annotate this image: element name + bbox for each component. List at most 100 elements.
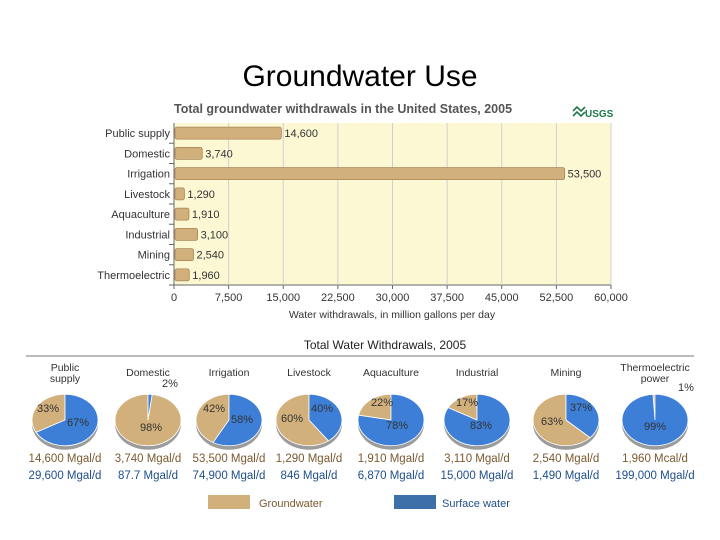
pie-groundwater-mgal: 3,740 Mgal/d: [115, 453, 182, 465]
pie-surface-water-mgal: 87.7 Mgal/d: [118, 470, 178, 482]
bar-category-label: Thermoelectric: [97, 270, 170, 282]
pie-name-label: supply: [50, 373, 81, 385]
bar-value-label: 3,100: [201, 229, 229, 241]
slide-title: Groundwater Use: [242, 60, 478, 93]
pie-name-label: Irrigation: [209, 367, 250, 379]
pie-pct-surface-water: 78%: [386, 420, 408, 432]
pie-groundwater-mgal: 1,910 Mgal/d: [358, 453, 425, 465]
usgs-logo: USGS: [572, 105, 614, 120]
pie-industrial: Industrial 17% 83% 3,110 Mgal/d 15,000 Mgal/…: [441, 367, 514, 482]
pie-slice-groundwater: [358, 393, 392, 421]
pie-slice-surface-water: [35, 393, 99, 447]
legend-swatch-surface-water: [394, 495, 436, 509]
legend-swatch-groundwater: [208, 495, 250, 509]
bar-value-label: 1,960: [192, 270, 220, 282]
pie-name-label: Industrial: [456, 367, 499, 379]
bar-x-tick-label: 15,000: [266, 292, 300, 304]
pie-slice-surface-water: [621, 393, 689, 447]
pie-pct-groundwater: 17%: [456, 397, 478, 409]
pie-slice-surface-water: [147, 393, 153, 421]
pie-name-label: Public: [51, 362, 80, 374]
bar-x-tick-label: 0: [171, 292, 177, 304]
pie-name-label: Thermoelectric: [620, 362, 689, 374]
pie-slice-surface-water: [308, 393, 343, 442]
pie-groundwater-mgal: 2,540 Mgal/d: [533, 453, 600, 465]
bar: [174, 268, 190, 282]
bar-x-tick-label: 45,000: [485, 292, 519, 304]
pie-slice-groundwater: [275, 393, 330, 447]
pie-pct-surface-water: 67%: [67, 417, 89, 429]
pie-pct-surface-water: 40%: [311, 403, 333, 415]
pie-slice-surface-water: [212, 393, 263, 447]
bar: [174, 227, 198, 241]
pie-pct-surface-water: 37%: [570, 402, 592, 414]
bar-x-tick-label: 22,500: [321, 292, 355, 304]
bar-x-tick-label: 30,000: [376, 292, 410, 304]
bar-value-label: 3,740: [205, 148, 233, 160]
bar-x-tick-label: 52,500: [540, 292, 574, 304]
bar-x-tick-label: 37,500: [430, 292, 464, 304]
pie-pct-surface-water: 58%: [231, 414, 253, 426]
pie-groundwater-mgal: 53,500 Mgal/d: [193, 453, 266, 465]
pie-slice-groundwater: [195, 393, 230, 444]
pie-pct-groundwater: 42%: [203, 403, 225, 415]
pie-slice-groundwater: [31, 393, 66, 433]
pie-pct-surface-water: 2%: [162, 378, 178, 390]
bar-x-axis-label: Water withdrawals, in million gallons pe…: [289, 309, 496, 321]
legend-label-surface-water: Surface water: [442, 498, 510, 510]
pie-pct-groundwater: 98%: [140, 422, 162, 434]
pie-surface-water-mgal: 846 Mgal/d: [281, 470, 338, 482]
bar: [174, 146, 203, 160]
pie-surface-water-mgal: 199,000 Mgal/d: [615, 470, 694, 482]
pie-name-label: power: [641, 373, 670, 385]
bar: [174, 207, 190, 221]
bar: [174, 187, 185, 201]
pie-groundwater-mgal: 14,600 Mgal/d: [29, 453, 102, 465]
bar-category-label: Public supply: [105, 128, 170, 140]
pie-pct-surface-water: 83%: [470, 420, 492, 432]
pie-slice-surface-water: [357, 393, 425, 447]
pie-aquaculture: Aquaculture 22% 78% 1,910 Mgal/d 6,870 Mgal/…: [357, 367, 425, 482]
pie-slice-surface-water: [565, 393, 600, 439]
pie-domestic: Domestic 98% 2% 3,740 Mgal/d 87.7 Mgal/d: [114, 367, 182, 482]
pie-section-title: Total Water Withdrawals, 2005: [304, 338, 467, 352]
bar-category-label: Domestic: [124, 148, 170, 160]
bar: [174, 126, 282, 140]
bar-category-label: Livestock: [124, 189, 170, 201]
pie-groundwater-mgal: 1,290 Mgal/d: [276, 453, 343, 465]
pie-slice-groundwater: [532, 393, 591, 447]
pie-surface-water-mgal: 29,600 Mgal/d: [29, 470, 102, 482]
pie-pct-surface-water: 99%: [644, 421, 666, 433]
pie-pct-groundwater: 1%: [678, 382, 694, 394]
pie-slice-surface-water: [443, 393, 511, 447]
bar: [174, 167, 566, 181]
bar-chart-title: Total groundwater withdrawals in the Uni…: [174, 102, 512, 116]
pie-irrigation: Irrigation 42% 58% 53,500 Mgal/d 74,900 Mgal…: [193, 367, 266, 482]
pie-groundwater-mgal: 3,110 Mgal/d: [444, 453, 510, 465]
bar-category-label: Mining: [138, 250, 170, 262]
pie-name-label: Aquaculture: [363, 367, 419, 379]
bar-value-label: 53,500: [568, 169, 602, 181]
bar-value-label: 14,600: [284, 128, 318, 140]
pie-pct-groundwater: 33%: [37, 403, 59, 415]
bar-value-label: 2,540: [196, 250, 224, 262]
pie-surface-water-mgal: 74,900 Mgal/d: [193, 470, 266, 482]
bar-x-tick-label: 7,500: [215, 292, 243, 304]
pie-mining: Mining 63% 37% 2,540 Mgal/d 1,490 Mgal/d: [532, 367, 600, 482]
pie-pct-groundwater: 22%: [371, 397, 393, 409]
bar: [174, 248, 194, 262]
pie-surface-water-mgal: 6,870 Mgal/d: [358, 470, 425, 482]
bar-category-label: Aquaculture: [111, 209, 170, 221]
pie-pct-groundwater: 60%: [281, 413, 303, 425]
pie-livestock: Livestock 60% 40% 1,290 Mgal/d 846 Mgal/d: [275, 367, 343, 482]
pie-surface-water-mgal: 15,000 Mgal/d: [441, 470, 514, 482]
bar-value-label: 1,290: [187, 189, 215, 201]
bar-x-tick-label: 60,000: [594, 292, 628, 304]
usgs-logo-mark: [572, 105, 586, 118]
pie-name-label: Livestock: [287, 367, 332, 379]
pie-surface-water-mgal: 1,490 Mgal/d: [533, 470, 600, 482]
bar-category-label: Industrial: [125, 229, 170, 241]
